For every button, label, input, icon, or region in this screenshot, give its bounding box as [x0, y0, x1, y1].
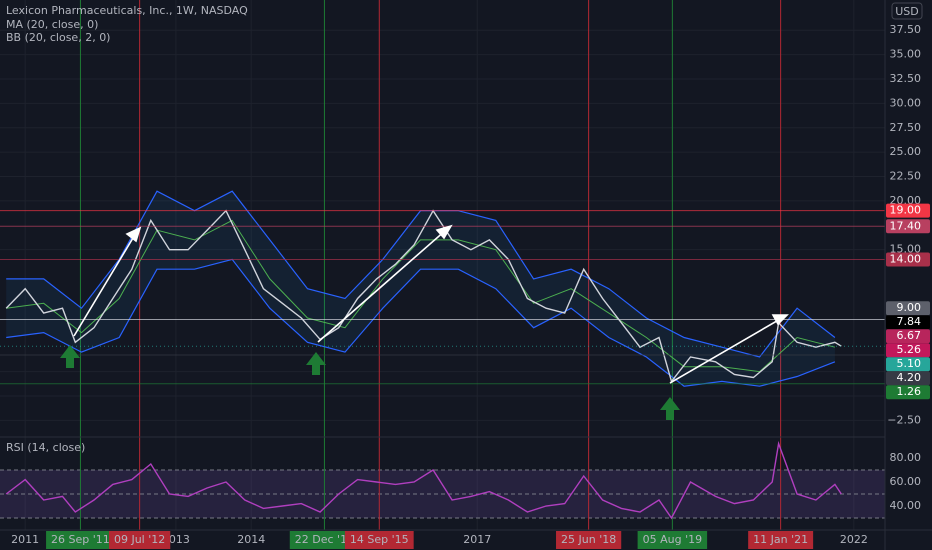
level-label: 9.00: [897, 301, 922, 314]
trend-arrow: [73, 232, 137, 337]
y-tick-label: 80.00: [890, 451, 922, 464]
level-label: 17.40: [890, 219, 922, 232]
trend-arrow: [669, 317, 783, 384]
arrow-head: [125, 226, 142, 243]
y-tick-label: 40.00: [890, 499, 922, 512]
level-badge: [886, 315, 930, 330]
event-label: 14 Sep '15: [350, 533, 409, 546]
indicator-label: BB (20, close, 2, 0): [6, 31, 110, 44]
y-tick-label: 35.00: [890, 48, 922, 61]
x-tick-label: 2011: [11, 533, 39, 546]
plot: [0, 0, 885, 530]
event-label-bg: [289, 531, 360, 549]
level-badge: [886, 385, 930, 400]
level-badge: [886, 357, 930, 372]
level-badge: [886, 219, 930, 234]
y-tick-label: 37.50: [890, 23, 922, 36]
y-tick-label: −2.50: [887, 413, 921, 426]
buy-arrow: [60, 345, 80, 368]
y-tick-label: 15.00: [890, 243, 922, 256]
y-tick-label: 30.00: [890, 96, 922, 109]
level-label: 14.00: [890, 252, 922, 265]
buy-arrow: [660, 397, 680, 420]
event-label: 11 Jan '21: [753, 533, 808, 546]
level-badge: [886, 329, 930, 344]
event-label: 22 Dec '14: [295, 533, 354, 546]
currency[interactable]: USD: [895, 5, 919, 18]
buy-arrow: [306, 352, 326, 375]
series-line: [5, 440, 842, 520]
level-label: 5.26: [897, 343, 922, 356]
y-tick-label: 22.50: [890, 170, 922, 183]
event-label-bg: [108, 531, 171, 549]
level-badge: [886, 252, 930, 267]
y-tick-label: 27.50: [890, 121, 922, 134]
y-tick-label: 32.50: [890, 72, 922, 85]
trend-arrow: [317, 229, 447, 343]
event-label-bg: [748, 531, 814, 549]
y-tick-label: 60.00: [890, 475, 922, 488]
x-tick-label: 2014: [237, 533, 265, 546]
level-badge: [886, 301, 930, 316]
rsi-title: RSI (14, close): [6, 441, 85, 454]
y-tick-label: 25.00: [890, 145, 922, 158]
level-label: 1.26: [897, 385, 922, 398]
level-badge: [886, 371, 930, 386]
event-label-bg: [556, 531, 622, 549]
event-label: 26 Sep '11: [51, 533, 110, 546]
event-label-bg: [637, 531, 708, 549]
grid: [0, 0, 885, 530]
level-badge: [886, 203, 930, 218]
bb-fill: [6, 191, 835, 387]
level-label: 5.10: [897, 357, 922, 370]
level-label: 6.67: [897, 329, 922, 342]
indicator-label: MA (20, close, 0): [6, 18, 98, 31]
trend-arrows: [73, 224, 789, 384]
x-tick-label: 2017: [463, 533, 491, 546]
event-label-bg: [344, 531, 414, 549]
event-label: 25 Jun '18: [561, 533, 616, 546]
level-label: 19.00: [890, 204, 922, 217]
event-label: 05 Aug '19: [643, 533, 703, 546]
level-label: 4.20: [897, 371, 922, 384]
axes: 2011 2013 2014 2017 202237.5035.0032.5030.00…: [11, 23, 930, 549]
currency-box[interactable]: [891, 2, 923, 20]
buy-arrows: [60, 345, 680, 420]
arrow-head: [435, 224, 453, 240]
arrow-head: [771, 314, 789, 326]
bb-lower: [6, 258, 836, 387]
event-label-bg: [46, 531, 115, 549]
x-tick-label: 2022: [840, 533, 868, 546]
level-label: 7.84: [897, 315, 922, 328]
chart-title: Lexicon Pharmaceuticals, Inc., 1W, NASDA…: [6, 4, 248, 17]
level-badge: [886, 343, 930, 358]
event-label: 09 Jul '12: [114, 533, 165, 546]
y-tick-label: 20.00: [890, 194, 922, 207]
